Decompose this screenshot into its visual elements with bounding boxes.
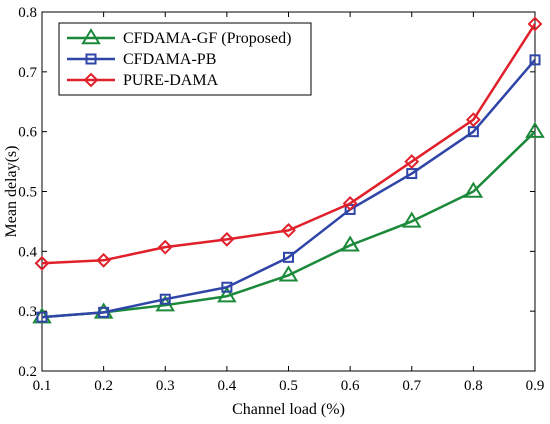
x-tick-label: 0.6 [341,378,360,394]
data-point-triangle [463,181,484,198]
data-point-diamond [157,239,173,255]
data-point-triangle [217,286,237,303]
legend-entry: CFDAMA-PB [67,51,216,68]
series-line [41,130,536,319]
data-point-triangle [525,121,545,138]
data-point-square [98,306,110,318]
data-point-square [283,251,294,263]
series-2 [34,16,543,271]
legend-marker-triangle [81,28,101,45]
series-1 [36,54,541,323]
x-tick-label: 0.4 [218,378,237,394]
series-line [41,59,536,319]
data-point-square [221,281,233,293]
data-point-triangle [401,211,422,228]
data-point-square [406,168,418,180]
data-point-diamond [404,154,420,169]
series-line [41,23,537,265]
legend-label: CFDAMA-PB [123,51,216,68]
x-axis-title: Channel load (%) [232,401,345,418]
legend-entry: CFDAMA-GF (Proposed) [67,28,291,47]
data-point-diamond [34,255,50,271]
data-point-diamond [219,231,235,247]
data-point-square [36,311,48,323]
y-tick-label: 0.2 [18,364,37,380]
data-point-diamond [527,16,543,32]
series-layer [32,16,545,324]
legend-marker-square [85,53,97,65]
y-tick-label: 0.7 [18,65,37,81]
y-tick-label: 0.6 [18,125,37,141]
y-tick-label: 0.5 [18,185,37,201]
x-tick-label: 0.5 [279,378,298,394]
x-tick-label: 0.9 [526,378,545,394]
legend: CFDAMA-GF (Proposed) CFDAMA-PB PURE-DAMA [58,22,312,96]
data-point-square [467,126,479,138]
legend-marker-diamond [83,72,99,88]
data-point-diamond [96,252,112,268]
y-tick-label: 0.3 [18,304,37,320]
legend-label: PURE-DAMA [123,72,219,89]
x-tick-label: 0.3 [156,378,175,394]
plot-area: 0.1 0.2 0.3 0.4 0.5 0.6 0.7 0.8 0.9 0.20.30.40.5… [18,5,545,394]
y-axis-ticks: 0.2 0.3 0.4 0.5 0.6 0.7 0.8 [18,5,535,380]
data-point-diamond [281,222,296,238]
data-point-square [529,54,541,66]
x-tick-label: 0.2 [94,378,113,394]
x-tick-label: 0.8 [464,378,483,394]
legend-label: CFDAMA-GF (Proposed) [123,30,291,47]
data-point-triangle [340,235,360,252]
legend-entry: PURE-DAMA [67,72,219,89]
y-axis-title: Mean delay(s) [3,146,20,238]
data-point-triangle [278,265,299,282]
x-axis-ticks: 0.1 0.2 0.3 0.4 0.5 0.6 0.7 0.8 0.9 [33,12,545,394]
y-tick-label: 0.8 [18,5,37,21]
data-point-square [159,293,171,305]
x-tick-label: 0.7 [402,378,421,394]
x-tick-label: 0.1 [33,378,52,394]
data-point-diamond [342,196,358,211]
data-point-diamond [465,112,481,128]
y-tick-label: 0.4 [18,244,37,260]
data-point-square [344,203,356,215]
